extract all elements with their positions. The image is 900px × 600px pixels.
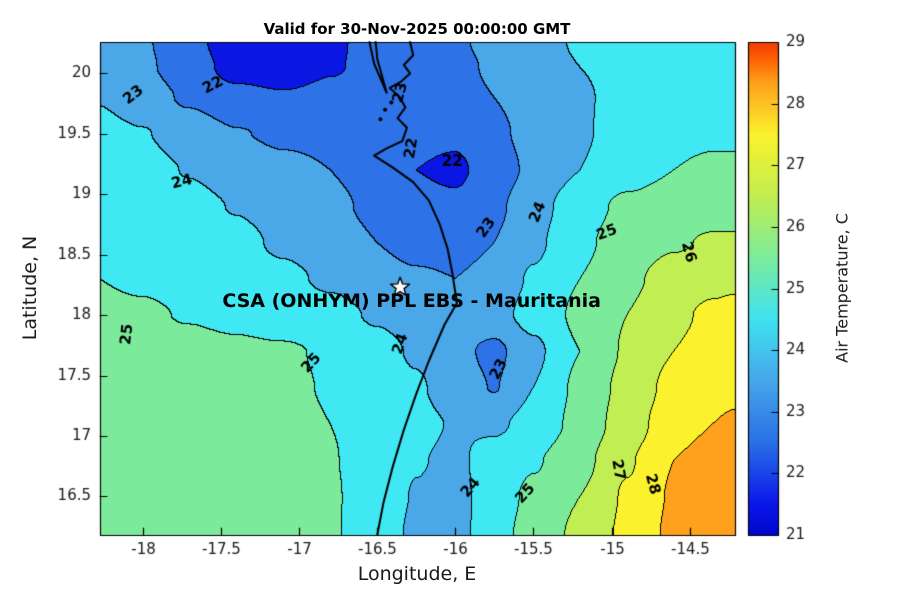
plot-title: Valid for 30-Nov-2025 00:00:00 GMT <box>263 20 571 38</box>
y-axis-label: Latitude, N <box>19 235 41 341</box>
x-axis-label: Longitude, E <box>357 563 477 585</box>
annotation-text: CSA (ONHYM) PPL EBS - Mauritania <box>222 289 601 312</box>
colorbar-label: Air Temperature, C <box>832 213 852 363</box>
